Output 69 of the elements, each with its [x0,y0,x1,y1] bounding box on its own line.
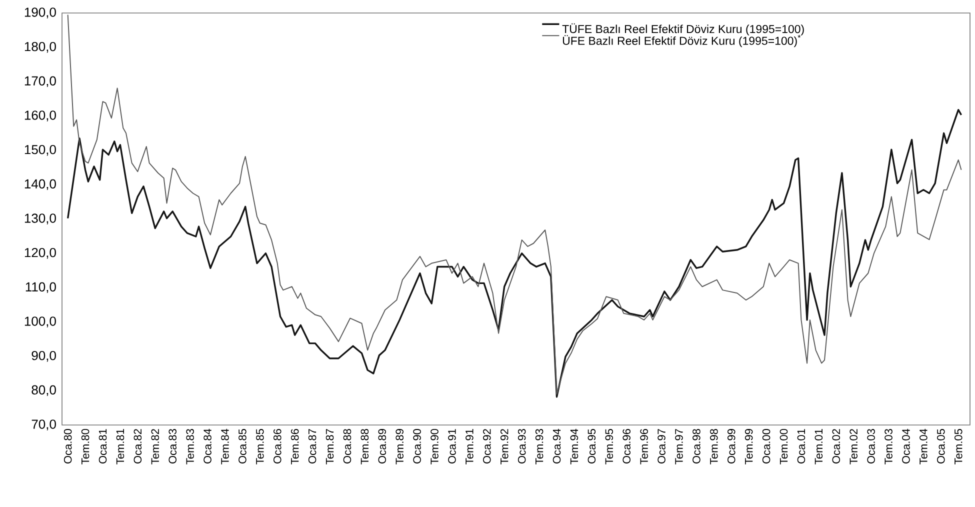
line-series [67,14,962,395]
y-tick-label: 80,0 [32,385,56,396]
x-tick-label: Tem.93 [535,429,544,464]
x-tick-label: Tem.01 [814,429,823,464]
x-tick-label: Oca.93 [518,429,526,464]
x-tick-label: Oca.85 [238,429,246,464]
x-tick-label: Tem.04 [920,428,928,464]
x-tick-label: Oca.95 [588,429,596,464]
x-tick-label: Oca.94 [552,428,561,464]
x-tick-label: Tem.80 [81,428,90,464]
x-tick-label: Tem.89 [396,429,404,464]
legend-label: ÜFE Bazlı Reel Efektif Döviz Kuru (1995=100)$^{*}$ [562,34,801,48]
y-tick-label: 160,0 [24,110,56,122]
x-tick-label: Tem.87 [326,429,334,464]
x-tick-label: Tem.94 [570,428,578,464]
x-tick-label: Tem.98 [710,429,718,464]
x-tick-label: Oca.89 [378,429,386,464]
x-tick-label: Oca.81 [98,429,107,464]
y-tick-label: 190,0 [24,8,56,18]
x-tick-label: Oca.92 [483,429,491,464]
x-tick-label: Tem.00 [780,428,788,464]
x-tick-label: Tem.82 [151,429,160,464]
x-tick-label: Tem.05 [954,428,962,464]
x-tick-label: Oca.97 [658,429,666,464]
x-tick-label: Oca.83 [168,429,176,464]
x-tick-label: Tem.91 [466,429,474,464]
x-tick-label: Tem.02 [850,429,858,464]
x-tick-label: Oca.80 [64,428,72,464]
x-tick-label: Oca.88 [343,429,352,464]
x-tick-label: Tem.97 [675,429,683,464]
x-tick-label: Oca.90 [413,428,421,464]
x-tick-label: Oca.82 [134,429,142,464]
x-tick-label: Oca.87 [308,429,316,464]
x-tick-label: Tem.03 [884,429,892,464]
y-tick-label: 130,0 [24,214,56,224]
y-tick-label: 170,0 [24,76,56,88]
x-tick-label: Tem.99 [744,429,753,464]
x-tick-label: Oca.86 [273,429,282,464]
x-tick-label: Tem.85 [256,428,264,464]
legend-label: TÜFE Bazlı Reel Efektif Döviz Kuru (1995=100) [562,23,804,36]
x-tick-label: Tem.95 [605,428,614,464]
y-tick-label: 90,0 [32,350,56,362]
x-tick-label: Oca.03 [867,429,875,464]
x-tick-label: Tem.86 [290,429,299,464]
x-tick-label: Oca.99 [727,429,736,464]
x-tick-label: Tem.88 [360,429,369,464]
x-tick-label: Tem.92 [500,429,508,464]
x-tick-label: Oca.96 [622,429,630,464]
y-tick-label: 150,0 [24,144,56,156]
x-tick-label: Oca.05 [937,429,945,464]
x-tick-label: Oca.98 [692,429,700,464]
y-tick-label: 180,0 [24,42,56,53]
x-tick-label: Tem.83 [186,429,194,464]
x-tick-label: Oca.01 [797,429,806,464]
y-tick-label: 110,0 [26,282,56,294]
x-tick-label: Oca.84 [204,428,212,464]
y-tick-label: 70,0 [32,420,56,430]
y-tick-label: 100,0 [24,316,56,328]
x-tick-label: Oca.02 [832,429,840,464]
x-tick-label: Tem.96 [640,429,648,464]
x-tick-label: Tem.84 [221,428,229,464]
x-tick-label: Tem.81 [116,429,124,464]
x-tick-label: Oca.04 [902,428,910,464]
x-tick-label: Tem.90 [430,428,438,464]
x-tick-label: Oca.91 [448,429,456,464]
line-series [66,108,962,398]
x-tick-label: Oca.00 [762,428,770,464]
y-tick-label: 140,0 [24,179,56,190]
y-tick-label: 120,0 [24,248,56,259]
